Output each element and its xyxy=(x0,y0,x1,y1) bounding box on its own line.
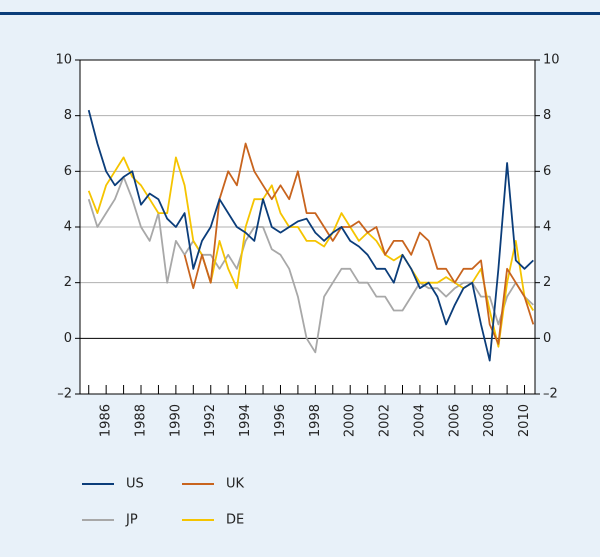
x-tick-label: 2000 xyxy=(343,404,358,437)
x-tick-label: 2006 xyxy=(447,404,462,437)
x-tick-label: 1990 xyxy=(168,404,183,437)
x-tick-label: 2004 xyxy=(412,404,427,437)
y2-tick-label: –2 xyxy=(543,387,558,402)
y-tick-label: –2 xyxy=(57,387,72,402)
x-tick-label: 1992 xyxy=(203,404,218,437)
y-tick-label: 8 xyxy=(64,108,72,123)
y-tick-label: 6 xyxy=(64,164,72,179)
x-tick-label: 1996 xyxy=(273,404,288,437)
legend-label: JP xyxy=(125,513,138,528)
series-line xyxy=(87,156,535,348)
legend-label: DE xyxy=(226,513,244,528)
x-tick-label: 2010 xyxy=(517,404,532,437)
x-tick-label: 1998 xyxy=(308,404,323,437)
x-tick-label: 1988 xyxy=(134,404,149,437)
y2-tick-label: 8 xyxy=(543,108,551,123)
y2-tick-label: 10 xyxy=(543,53,560,68)
series-line xyxy=(87,109,534,362)
y2-tick-label: 0 xyxy=(543,331,551,346)
x-tick-label: 2008 xyxy=(482,404,497,437)
top-rule xyxy=(0,12,600,15)
y-tick-label: 2 xyxy=(64,275,72,290)
series-line xyxy=(183,142,535,345)
y2-tick-label: 4 xyxy=(543,220,551,235)
y2-tick-label: 6 xyxy=(543,164,551,179)
x-tick-label: 1994 xyxy=(238,404,253,437)
y-tick-label: 4 xyxy=(64,220,72,235)
x-tick-label: 1986 xyxy=(99,404,114,437)
legend-label: UK xyxy=(226,477,245,492)
y-tick-label: 0 xyxy=(64,331,72,346)
y-tick-label: 10 xyxy=(55,53,72,68)
x-tick-label: 2002 xyxy=(378,404,393,437)
y2-tick-label: 2 xyxy=(543,275,551,290)
legend-label: US xyxy=(126,477,144,492)
plot-frame xyxy=(79,59,536,395)
